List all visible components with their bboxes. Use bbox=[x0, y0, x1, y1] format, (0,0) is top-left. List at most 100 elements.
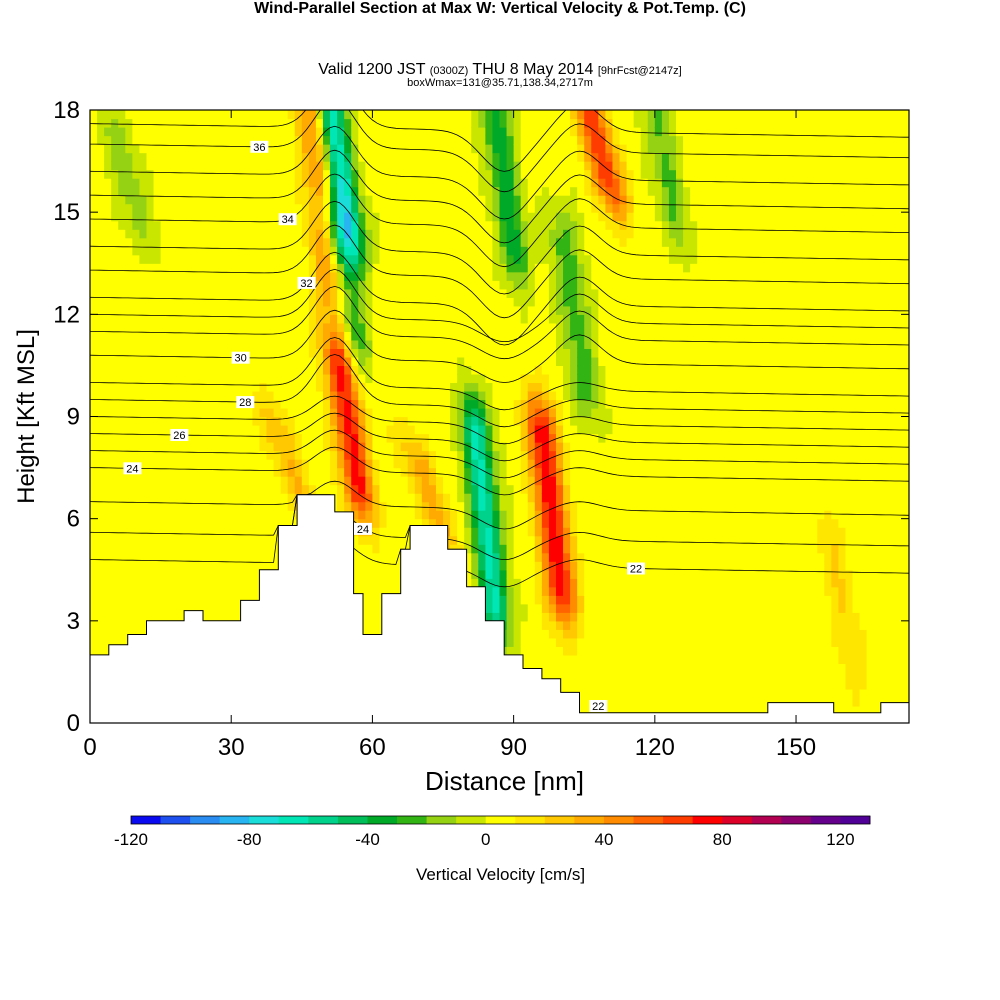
velocity-cell bbox=[118, 322, 126, 332]
velocity-cell bbox=[259, 399, 268, 409]
velocity-cell bbox=[555, 493, 564, 503]
velocity-cell bbox=[181, 527, 190, 537]
velocity-cell bbox=[351, 501, 359, 511]
velocity-cell bbox=[104, 646, 112, 656]
velocity-cell bbox=[513, 416, 522, 426]
velocity-cell bbox=[506, 356, 515, 367]
velocity-cell bbox=[132, 620, 141, 630]
velocity-cell bbox=[358, 535, 366, 545]
copyright-mark: (C) bbox=[723, 0, 746, 17]
velocity-cell bbox=[118, 373, 126, 384]
velocity-cell bbox=[259, 527, 268, 537]
velocity-cell bbox=[464, 527, 472, 537]
velocity-cell bbox=[421, 416, 430, 426]
velocity-cell bbox=[379, 382, 388, 392]
velocity-cell bbox=[464, 297, 472, 307]
velocity-cell bbox=[414, 110, 423, 120]
velocity-cell bbox=[97, 186, 105, 196]
velocity-cell bbox=[217, 390, 225, 401]
velocity-cell bbox=[414, 484, 423, 494]
velocity-cell bbox=[534, 186, 543, 196]
velocity-cell bbox=[365, 297, 374, 307]
velocity-cell bbox=[308, 450, 317, 460]
velocity-cell bbox=[548, 263, 557, 273]
velocity-cell bbox=[167, 356, 176, 367]
velocity-cell bbox=[97, 305, 105, 315]
velocity-cell bbox=[238, 493, 246, 503]
velocity-cell bbox=[485, 552, 494, 562]
velocity-cell bbox=[308, 382, 317, 392]
velocity-cell bbox=[344, 169, 352, 179]
velocity-cell bbox=[414, 186, 423, 196]
velocity-cell bbox=[358, 178, 366, 188]
velocity-cell bbox=[90, 195, 98, 205]
velocity-cell bbox=[139, 552, 148, 562]
velocity-cell bbox=[301, 161, 310, 171]
velocity-cell bbox=[506, 271, 515, 281]
velocity-cell bbox=[570, 348, 578, 358]
velocity-cell bbox=[379, 561, 388, 571]
velocity-cell bbox=[174, 348, 183, 358]
velocity-cell bbox=[139, 450, 148, 460]
velocity-cell bbox=[118, 203, 126, 213]
velocity-cell bbox=[174, 390, 183, 401]
velocity-cell bbox=[210, 535, 218, 545]
velocity-cell bbox=[464, 510, 472, 520]
velocity-cell bbox=[315, 365, 324, 375]
velocity-cell bbox=[188, 237, 197, 247]
velocity-cell bbox=[301, 254, 310, 264]
velocity-cell bbox=[266, 127, 275, 137]
velocity-cell bbox=[464, 484, 472, 494]
velocity-cell bbox=[464, 271, 472, 281]
velocity-cell bbox=[358, 297, 366, 307]
velocity-cell bbox=[414, 476, 423, 486]
velocity-cell bbox=[90, 629, 98, 639]
velocity-cell bbox=[210, 331, 218, 341]
velocity-cell bbox=[202, 399, 211, 409]
velocity-cell bbox=[478, 339, 486, 349]
velocity-cell bbox=[527, 552, 536, 562]
velocity-cell bbox=[541, 484, 550, 494]
velocity-cell bbox=[478, 135, 486, 145]
velocity-cell bbox=[266, 305, 275, 315]
velocity-cell bbox=[492, 450, 501, 460]
velocity-cell bbox=[485, 407, 494, 418]
velocity-cell bbox=[139, 169, 148, 179]
velocity-cell bbox=[386, 212, 395, 222]
velocity-cell bbox=[301, 467, 310, 477]
velocity-cell bbox=[358, 271, 366, 281]
velocity-cell bbox=[174, 203, 183, 213]
velocity-cell bbox=[393, 459, 402, 469]
velocity-cell bbox=[188, 322, 197, 332]
velocity-cell bbox=[301, 195, 310, 205]
velocity-cell bbox=[527, 501, 536, 511]
velocity-cell bbox=[280, 510, 289, 520]
velocity-cell bbox=[139, 178, 148, 188]
velocity-cell bbox=[520, 493, 529, 503]
velocity-cell bbox=[188, 280, 197, 290]
velocity-cell bbox=[153, 348, 162, 358]
velocity-cell bbox=[372, 178, 381, 188]
velocity-cell bbox=[167, 382, 176, 392]
velocity-cell bbox=[111, 518, 119, 528]
velocity-cell bbox=[435, 450, 444, 460]
velocity-cell bbox=[344, 195, 352, 205]
velocity-cell bbox=[351, 178, 359, 188]
velocity-cell bbox=[435, 178, 444, 188]
velocity-cell bbox=[534, 629, 543, 639]
velocity-cell bbox=[301, 390, 310, 401]
velocity-cell bbox=[266, 195, 275, 205]
velocity-cell bbox=[217, 280, 225, 290]
velocity-cell bbox=[541, 544, 550, 554]
velocity-cell bbox=[231, 118, 239, 128]
velocity-cell bbox=[534, 663, 543, 673]
velocity-cell bbox=[471, 118, 479, 128]
velocity-cell bbox=[407, 382, 416, 392]
velocity-cell bbox=[443, 220, 451, 230]
velocity-cell bbox=[464, 152, 472, 162]
velocity-cell bbox=[555, 135, 564, 145]
velocity-cell bbox=[146, 382, 155, 392]
velocity-cell bbox=[534, 356, 543, 367]
velocity-cell bbox=[188, 569, 197, 579]
velocity-cell bbox=[435, 365, 444, 375]
